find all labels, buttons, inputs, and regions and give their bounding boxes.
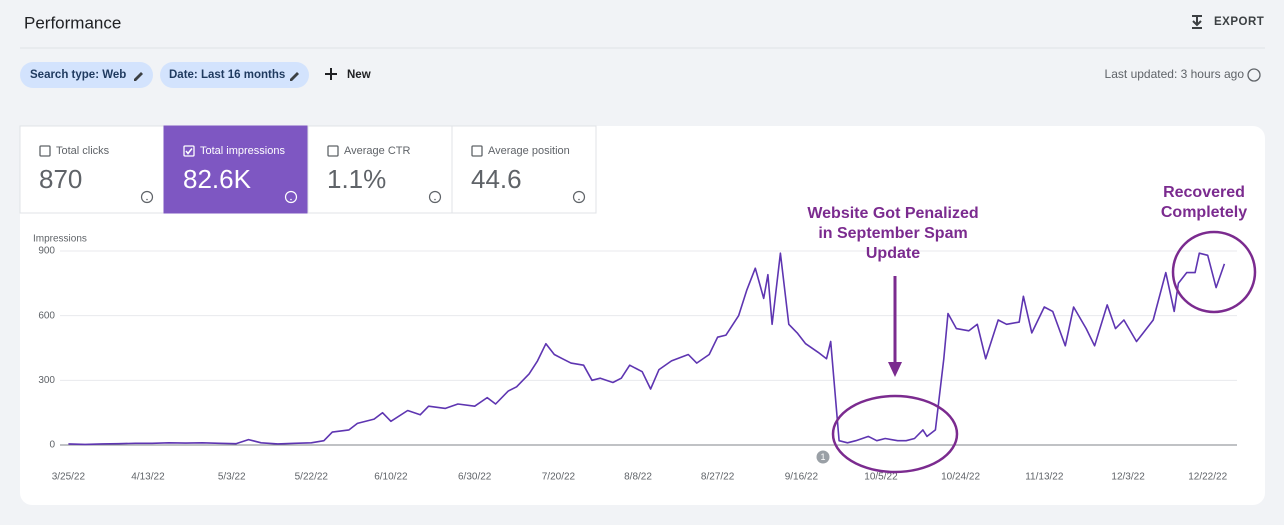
metric-tab[interactable]: Total impressions 82.6K: [163, 125, 309, 214]
help-icon[interactable]: [140, 190, 154, 204]
help-icon-dot: [146, 198, 148, 201]
x-tick-label: 10/24/22: [941, 472, 980, 483]
metric-label: Total impressions: [200, 145, 285, 157]
checkmark: [185, 148, 193, 155]
metric-label: Total clicks: [56, 145, 110, 157]
event-marker[interactable]: [816, 450, 830, 464]
line-series: [68, 252, 1226, 446]
metric-value: 44.6: [471, 164, 522, 194]
checkbox[interactable]: [471, 145, 483, 157]
new-label[interactable]: New: [347, 69, 371, 81]
x-tick-label: 6/30/22: [458, 472, 492, 483]
metric-value: 1.1%: [327, 164, 386, 194]
metric-label: Average CTR: [344, 145, 410, 157]
y-axis-label: Impressions: [33, 234, 87, 245]
checkbox[interactable]: [327, 145, 339, 157]
chip[interactable]: Date: Last 16 months: [160, 62, 309, 88]
annotation: Recovered Completely: [1161, 184, 1257, 314]
export-label[interactable]: EXPORT: [1214, 16, 1264, 28]
metric-value: 82.6K: [183, 164, 252, 194]
y-tick-label: 900: [38, 246, 55, 257]
annotation-text: Completely: [1161, 204, 1247, 221]
help-icon[interactable]: [572, 190, 586, 204]
arrow-head: [888, 362, 902, 377]
x-tick-label: 10/5/22: [864, 472, 898, 483]
x-tick-label: 4/13/22: [131, 472, 165, 483]
metric-tab[interactable]: Average position 44.6: [451, 125, 597, 214]
event-marker-label[interactable]: 1: [820, 452, 825, 462]
chip-bg: [160, 62, 309, 88]
metric-label: Average position: [488, 145, 570, 157]
help-icon-dot: [578, 198, 580, 201]
annotation-text: Website Got Penalized: [807, 205, 978, 222]
chip-bg: [20, 62, 153, 88]
highlight-ellipse: [1171, 230, 1257, 314]
plus-icon: [325, 68, 337, 80]
x-tick-label: 12/22/22: [1188, 472, 1227, 483]
y-tick-label: 300: [38, 375, 55, 386]
x-tick-label: 9/16/22: [785, 472, 819, 483]
annotation-text: in September Spam: [818, 225, 967, 242]
help-icon[interactable]: [1247, 68, 1261, 82]
plot: 0 300 600 900 3/25/22 4/13/22 5/3/22 5/22/22 6/1…: [38, 246, 1237, 483]
help-icon[interactable]: [428, 190, 442, 204]
edit-icon: [290, 72, 299, 81]
checkbox[interactable]: [183, 145, 195, 157]
x-tick-label: 3/25/22: [52, 472, 86, 483]
page-title: Performance: [24, 13, 121, 32]
annotation: Website Got Penalized in September Spam …: [807, 205, 979, 474]
x-tick-label: 8/8/22: [624, 472, 652, 483]
metric-tab[interactable]: Average CTR 1.1%: [307, 125, 453, 214]
highlight-ellipse: [831, 394, 959, 474]
new-button[interactable]: New: [325, 68, 371, 81]
chip-label[interactable]: Search type: Web: [30, 69, 126, 81]
export-button[interactable]: EXPORT: [1192, 15, 1264, 29]
checkbox[interactable]: [39, 145, 51, 157]
x-tick-label: 5/3/22: [218, 472, 246, 483]
annotation-text: Recovered: [1163, 184, 1245, 201]
chip[interactable]: Search type: Web: [20, 62, 153, 88]
x-tick-label: 11/13/22: [1025, 472, 1064, 483]
x-tick-label: 12/3/22: [1111, 472, 1145, 483]
help-icon-dot: [290, 198, 292, 201]
x-tick-label: 8/27/22: [701, 472, 735, 483]
edit-icon: [134, 72, 143, 81]
metric-tab[interactable]: Total clicks 870: [19, 125, 165, 214]
annotation-text: Update: [866, 245, 920, 262]
metric-tab-bg: [451, 125, 597, 214]
download-icon: [1192, 15, 1202, 29]
metric-tab-bg: [19, 125, 165, 214]
metric-value: 870: [39, 164, 82, 194]
help-icon-dot: [434, 198, 436, 201]
chip-label[interactable]: Date: Last 16 months: [169, 69, 285, 81]
y-tick-label: 600: [38, 310, 55, 321]
x-tick-label: 6/10/22: [374, 472, 408, 483]
metric-tab-bg: [163, 125, 309, 214]
x-tick-label: 5/22/22: [295, 472, 329, 483]
help-icon[interactable]: [284, 190, 298, 204]
last-updated: Last updated: 3 hours ago: [1105, 67, 1245, 81]
x-tick-label: 7/20/22: [542, 472, 576, 483]
metric-tab-bg: [307, 125, 453, 214]
y-tick-label: 0: [49, 440, 55, 451]
metric-tabs: Total clicks 870 Total impressions 82.6K Ave…: [19, 125, 597, 214]
